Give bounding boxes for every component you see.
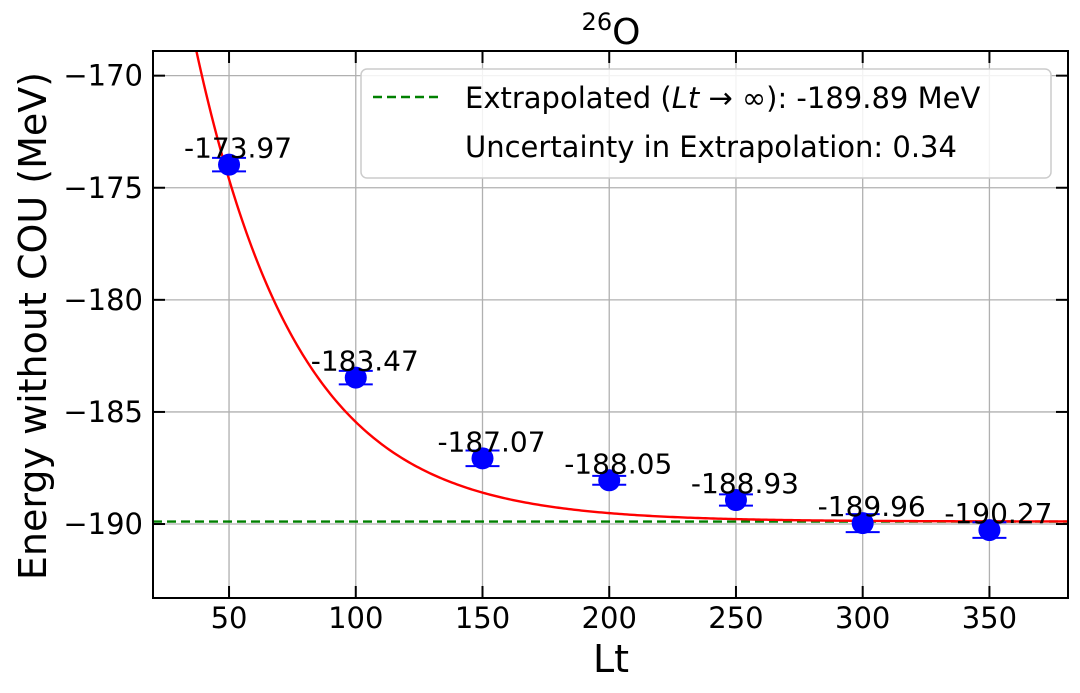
- x-tick-label: 250: [708, 601, 763, 635]
- legend-entry-uncertainty: Uncertainty in Extrapolation: 0.34: [465, 130, 957, 164]
- legend-entry-arrow: → ∞: [699, 81, 766, 115]
- data-label: -187.07: [437, 425, 545, 458]
- title-superscript: 26: [582, 8, 613, 36]
- data-label: -173.97: [184, 132, 292, 165]
- chart-title: 26O: [582, 8, 641, 53]
- x-tick-label: 100: [328, 601, 383, 635]
- y-tick-label: −170: [63, 59, 143, 93]
- fit-curve: [195, 51, 1068, 523]
- x-tick-label: 300: [835, 601, 890, 635]
- y-tick-label: −175: [63, 171, 143, 205]
- title-element: O: [612, 12, 640, 53]
- data-point: [218, 153, 241, 176]
- legend: Extrapolated (Lt → ∞): -189.89 MeV Uncert…: [360, 68, 1052, 179]
- data-point: [978, 519, 1001, 542]
- data-points: -173.97 -183.47 -187.07 -188.05 -188.93 -189.…: [184, 132, 1052, 542]
- x-tick-label: 150: [455, 601, 510, 635]
- legend-box: [360, 68, 1052, 179]
- data-point: [724, 489, 747, 512]
- data-label: -190.27: [944, 497, 1052, 530]
- legend-entry-variable: Lt: [672, 81, 701, 115]
- x-tick-label: 50: [211, 601, 248, 635]
- y-axis-title: Energy without COU (MeV): [11, 72, 55, 580]
- axis-ticks: 50 100 150 200 250 300 350 −170 −175 −180 −185 −190: [63, 51, 1068, 635]
- plot-lines: [153, 51, 1068, 523]
- x-axis-title: Lt: [593, 637, 629, 681]
- legend-entry-suffix: ): -189.89 MeV: [766, 81, 980, 115]
- data-label: -183.47: [311, 345, 419, 378]
- data-point: [471, 447, 494, 470]
- legend-entry-extrapolated: Extrapolated (Lt → ∞): -189.89 MeV: [465, 81, 980, 115]
- data-point: [851, 512, 874, 535]
- data-point: [344, 366, 367, 389]
- data-label: -188.93: [691, 467, 799, 500]
- y-tick-label: −185: [63, 395, 143, 429]
- x-tick-label: 200: [582, 601, 637, 635]
- data-label: -189.96: [818, 490, 926, 523]
- data-label: -188.05: [564, 447, 672, 480]
- y-tick-label: −180: [63, 283, 143, 317]
- y-tick-label: −190: [63, 507, 143, 541]
- legend-entry-prefix: Extrapolated (: [465, 81, 672, 115]
- plot-frame: [152, 50, 1069, 599]
- data-point: [598, 469, 621, 492]
- x-tick-label: 350: [962, 601, 1017, 635]
